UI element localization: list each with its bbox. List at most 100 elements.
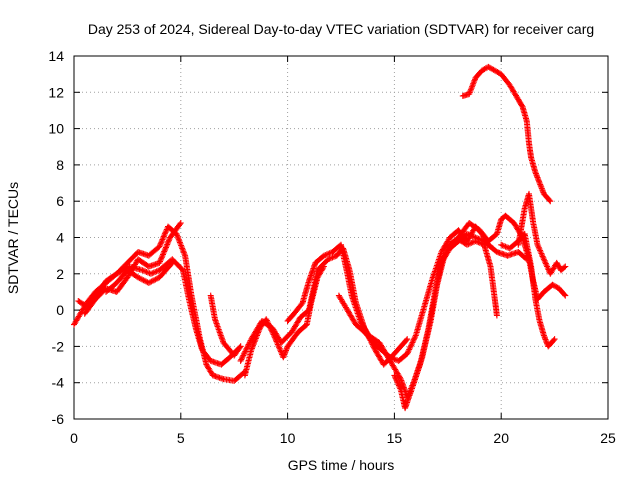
data-point	[237, 343, 244, 350]
data-point	[439, 258, 445, 265]
data-point	[149, 277, 156, 284]
data-point	[393, 376, 400, 383]
data-point	[160, 250, 167, 256]
data-point	[438, 259, 445, 266]
data-point	[176, 239, 183, 246]
data-point	[546, 197, 553, 204]
data-point	[244, 344, 251, 351]
data-point	[390, 355, 396, 362]
data-point	[246, 340, 253, 347]
data-point	[142, 268, 149, 275]
data-point	[141, 277, 148, 284]
data-point	[490, 66, 497, 73]
data-point	[395, 381, 402, 388]
data-point	[176, 221, 183, 228]
data-point	[157, 258, 163, 265]
x-tick-label: 25	[600, 430, 616, 446]
data-point	[239, 353, 246, 360]
data-point	[440, 255, 447, 262]
data-point	[469, 239, 476, 246]
data-point	[489, 66, 496, 73]
data-point	[535, 176, 541, 182]
data-point	[562, 292, 569, 299]
data-point	[298, 301, 305, 308]
data-point	[391, 356, 398, 363]
data-point	[551, 336, 558, 343]
data-point	[444, 247, 451, 254]
y-axis-label: SDTVAR / TECUs	[5, 182, 21, 294]
data-point	[498, 241, 505, 248]
y-tick-label: 4	[56, 230, 64, 246]
data-point	[553, 283, 560, 290]
data-point	[163, 243, 170, 249]
data-point	[283, 346, 290, 353]
data-points	[71, 63, 569, 412]
data-point	[535, 244, 542, 251]
data-point	[143, 278, 150, 285]
data-point	[140, 267, 147, 274]
data-point	[518, 102, 525, 109]
data-point	[275, 342, 282, 349]
data-point	[499, 242, 506, 249]
data-point	[441, 252, 448, 259]
data-point	[562, 263, 569, 270]
data-point	[533, 171, 540, 178]
data-point	[537, 247, 544, 254]
data-point	[493, 312, 500, 319]
data-point	[248, 347, 255, 353]
data-point	[149, 270, 156, 277]
y-tick-label: 6	[56, 193, 64, 209]
data-point	[388, 354, 395, 361]
data-point	[161, 247, 168, 254]
data-point	[148, 278, 155, 285]
data-point	[245, 342, 251, 349]
data-point	[405, 347, 412, 354]
data-point	[478, 240, 485, 247]
series-arc-13	[515, 190, 569, 277]
data-point	[410, 338, 417, 345]
data-point	[136, 275, 143, 282]
data-point	[152, 276, 159, 283]
data-point	[249, 344, 256, 351]
data-point	[147, 279, 154, 286]
data-point	[445, 245, 451, 252]
data-point	[157, 240, 164, 247]
data-point	[445, 244, 452, 251]
data-point	[536, 180, 543, 186]
data-point	[247, 338, 253, 345]
data-point	[178, 242, 185, 249]
series-arc-2	[75, 256, 244, 368]
data-point	[274, 341, 281, 348]
data-point	[468, 239, 475, 246]
data-point	[320, 252, 327, 259]
data-point	[164, 240, 171, 247]
x-tick-label: 10	[280, 430, 296, 446]
data-point	[168, 261, 175, 267]
data-point	[162, 245, 169, 252]
series-arc-14	[459, 63, 554, 205]
data-point	[406, 345, 413, 352]
data-point	[237, 357, 244, 364]
data-point	[540, 256, 547, 263]
data-point	[540, 332, 547, 339]
y-tick-labels: -6 -4 -2 0 2 4 6 8 10 12 14	[48, 48, 64, 427]
series-arc-10	[391, 236, 500, 412]
data-point	[238, 355, 245, 362]
y-tick-label: 14	[48, 48, 64, 64]
data-point	[241, 349, 248, 356]
data-point	[439, 257, 446, 264]
data-point	[547, 198, 554, 205]
data-point	[403, 337, 410, 344]
data-point	[243, 345, 250, 352]
data-point	[240, 351, 247, 358]
data-point	[326, 250, 333, 257]
x-tick-labels: 0 5 10 15 20 25	[70, 430, 616, 446]
data-point	[550, 337, 557, 344]
data-point	[169, 259, 176, 266]
data-point	[539, 186, 546, 193]
data-point	[251, 338, 258, 345]
data-point	[474, 238, 480, 245]
data-point	[152, 269, 159, 275]
data-point	[502, 243, 509, 250]
